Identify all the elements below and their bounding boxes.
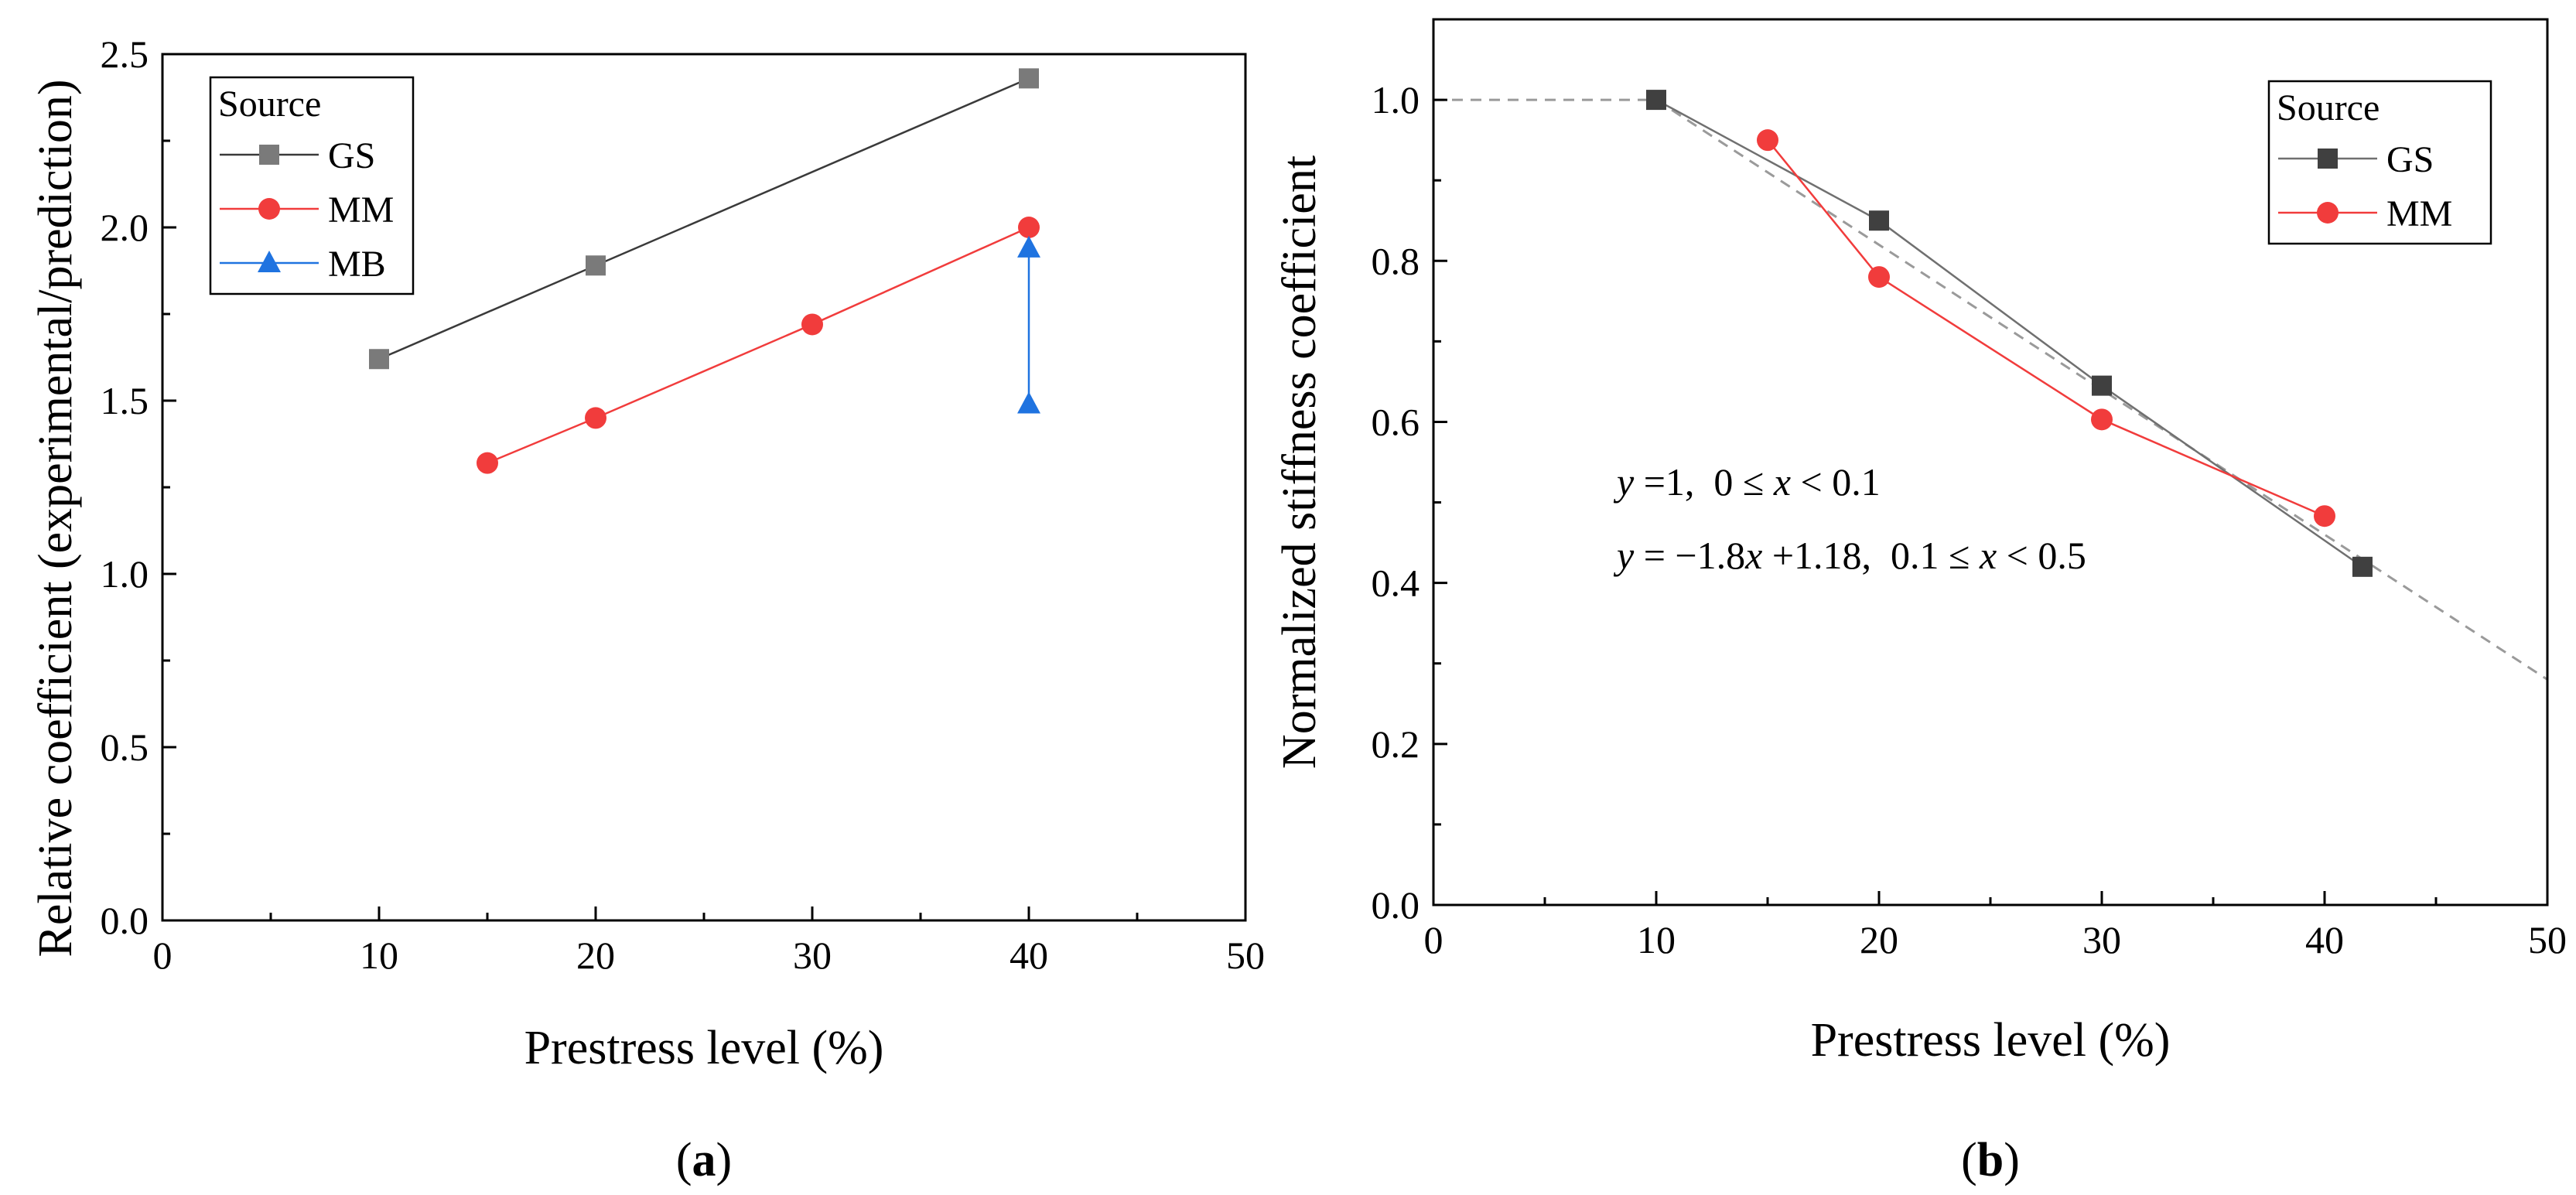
equation-annotation: y =1, 0 ≤ x < 0.1 (1613, 460, 1881, 504)
x-tick-label: 10 (1637, 918, 1676, 961)
equation-part: < 0.5 (1997, 534, 2086, 577)
legend-marker-gs (2318, 149, 2338, 169)
caption-paren: ( (676, 1134, 692, 1186)
panel-caption: (b) (1961, 1134, 2020, 1186)
y-axis-label: Relative coefficient (experimental/predi… (29, 79, 82, 957)
x-tick-label: 50 (1226, 934, 1265, 977)
y-tick-label: 0.0 (101, 899, 149, 942)
x-axis-label: Prestress level (%) (524, 1022, 884, 1074)
caption-letter: a (692, 1134, 716, 1186)
y-tick-label: 1.0 (101, 552, 149, 596)
caption-paren: ) (2004, 1134, 2020, 1186)
equation-part: x (1773, 460, 1791, 504)
data-point-mm (1868, 266, 1890, 289)
equation-part: +1.18, 0.1 ≤ (1762, 534, 1980, 577)
equation-part: y (1613, 460, 1635, 504)
legend-title: Source (2277, 87, 2380, 128)
y-tick-label: 0.5 (101, 726, 149, 769)
chart-panel-a: 0 10 20 30 40 50 0.0 0.5 1.0 1.5 2.0 2.5 Prestress l… (29, 32, 1265, 1186)
data-point-mm (1757, 129, 1778, 152)
data-point-gs (586, 255, 606, 276)
series-line-gs (378, 77, 1030, 360)
legend-entry-gs: GS (328, 135, 375, 176)
legend-box (209, 76, 415, 295)
equation-part: = −1.8 (1634, 534, 1745, 577)
chart-panel-b: 0 10 20 30 40 50 0.0 0.2 0.4 0.6 0.8 1.0 Prestress l… (1273, 18, 2567, 1186)
data-point-mm (801, 313, 823, 336)
legend-title: Source (218, 84, 321, 125)
x-tick-label: 0 (153, 934, 173, 977)
y-tick-label: 1.5 (101, 379, 149, 422)
y-tick-label: 0.4 (1372, 562, 1420, 605)
data-point-gs (1869, 210, 1889, 231)
x-tick-label: 40 (1010, 934, 1048, 977)
equation-part: x (1979, 534, 1997, 577)
y-tick-label: 2.0 (101, 206, 149, 249)
x-tick-label: 20 (1860, 918, 1898, 961)
data-point-gs (2352, 556, 2373, 577)
caption-letter: b (1977, 1134, 2004, 1186)
caption-paren: ( (1961, 1134, 1977, 1186)
y-tick-label: 1.0 (1372, 78, 1420, 121)
legend-entry-gs: GS (2386, 139, 2434, 180)
y-tick-label: 0.6 (1372, 400, 1420, 443)
data-point-mm (477, 452, 498, 474)
equation-part: y (1613, 534, 1635, 577)
equation-part: < 0.1 (1791, 460, 1881, 504)
legend-marker-mm (258, 198, 280, 220)
x-tick-label: 0 (1424, 918, 1443, 961)
data-point-mm (2091, 408, 2113, 431)
legend-marker-mb (258, 251, 281, 272)
equation-part: x (1744, 534, 1762, 577)
equation-part: =1, 0 ≤ (1634, 460, 1774, 504)
data-point-mm (1018, 217, 1040, 238)
y-tick-label: 0.2 (1372, 722, 1420, 766)
x-tick-label: 30 (793, 934, 832, 977)
legend-entry-mm: MM (2386, 193, 2452, 234)
legend-entry-mb: MB (328, 244, 386, 285)
x-tick-label: 50 (2528, 918, 2567, 961)
legend-entry-mm: MM (328, 189, 394, 230)
data-point-mm (2314, 505, 2335, 528)
legend-box (2267, 80, 2492, 245)
series-line-mm (487, 226, 1030, 464)
data-point-gs (1646, 90, 1666, 111)
data-point-mb (1017, 391, 1040, 414)
caption-paren: ) (716, 1134, 733, 1186)
data-point-gs (369, 349, 389, 370)
x-tick-label: 20 (576, 934, 615, 977)
x-tick-label: 10 (360, 934, 398, 977)
data-point-mb (1017, 235, 1040, 258)
equation-annotation: y = −1.8x +1.18, 0.1 ≤ x < 0.5 (1613, 534, 2086, 577)
legend-marker-mm (2317, 202, 2339, 224)
x-axis-label: Prestress level (%) (1811, 1014, 2171, 1067)
x-tick-label: 40 (2305, 918, 2344, 961)
y-axis-label: Normalized stiffness coefficient (1273, 155, 1326, 769)
series-line-mm (1767, 139, 2325, 517)
panel-caption: (a) (676, 1134, 732, 1186)
legend-marker-gs (259, 145, 279, 165)
y-tick-label: 0.8 (1372, 239, 1420, 282)
y-tick-label: 2.5 (101, 32, 149, 76)
y-tick-label: 0.0 (1372, 883, 1420, 927)
x-tick-label: 30 (2082, 918, 2121, 961)
data-point-mm (585, 407, 606, 429)
data-point-gs (1019, 68, 1039, 89)
data-point-gs (2092, 375, 2112, 396)
